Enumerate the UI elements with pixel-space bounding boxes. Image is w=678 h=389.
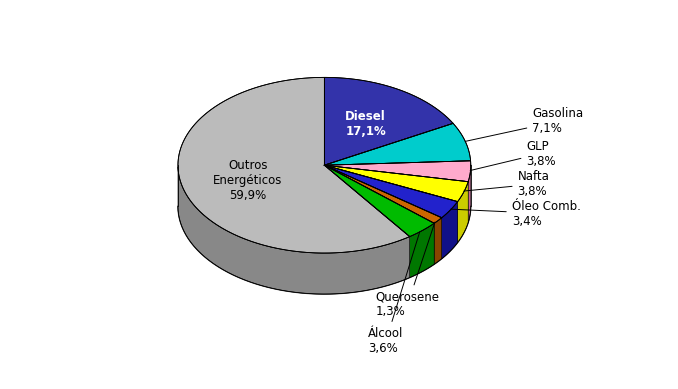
Polygon shape xyxy=(324,123,471,165)
Polygon shape xyxy=(178,206,471,294)
Polygon shape xyxy=(324,165,441,223)
Text: Álcool
3,6%: Álcool 3,6% xyxy=(368,232,420,355)
Text: Óleo Comb.
3,4%: Óleo Comb. 3,4% xyxy=(451,200,580,228)
Text: Querosene
1,3%: Querosene 1,3% xyxy=(376,222,439,318)
Polygon shape xyxy=(178,167,410,294)
Polygon shape xyxy=(324,161,471,182)
Polygon shape xyxy=(324,77,453,165)
Polygon shape xyxy=(324,165,458,218)
Text: Diesel
17,1%: Diesel 17,1% xyxy=(345,110,386,138)
Text: GLP
3,8%: GLP 3,8% xyxy=(471,140,556,170)
Text: Nafta
3,8%: Nafta 3,8% xyxy=(464,170,549,198)
Polygon shape xyxy=(324,165,468,202)
Polygon shape xyxy=(441,202,458,259)
Polygon shape xyxy=(410,223,434,278)
Polygon shape xyxy=(434,218,441,264)
Text: Gasolina
7,1%: Gasolina 7,1% xyxy=(465,107,583,141)
Polygon shape xyxy=(324,165,434,237)
Polygon shape xyxy=(178,77,410,253)
Text: Outros
Energéticos
59,9%: Outros Energéticos 59,9% xyxy=(213,158,282,202)
Polygon shape xyxy=(468,165,471,223)
Polygon shape xyxy=(458,182,468,243)
